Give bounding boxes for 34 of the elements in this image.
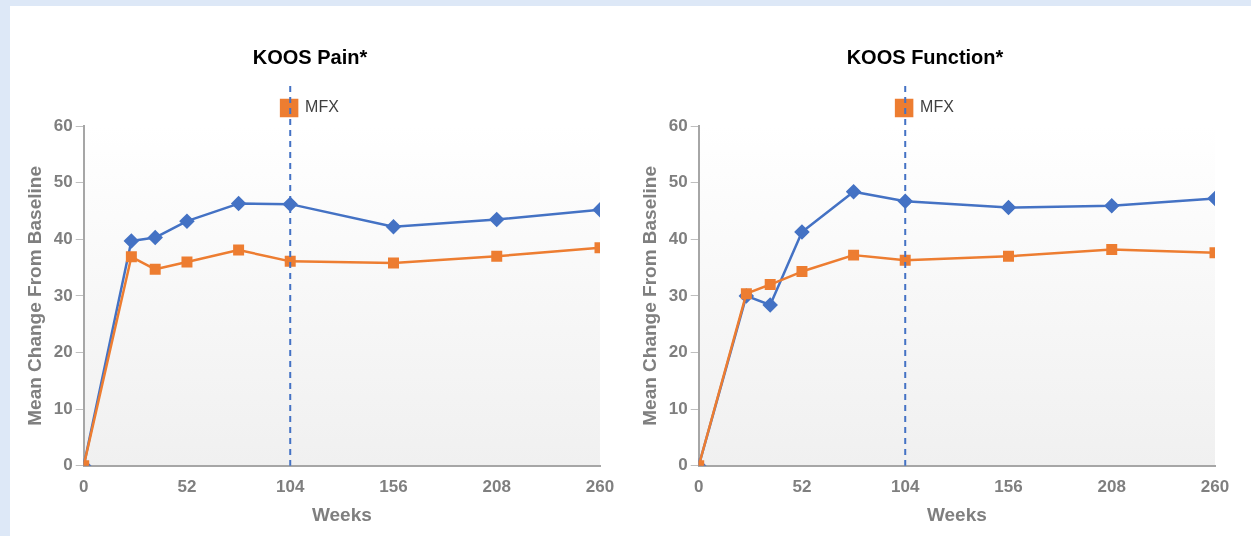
x-tick-label: 52 — [792, 476, 812, 496]
y-tick-label: 20 — [53, 342, 73, 362]
legend-label: MFX — [920, 98, 955, 116]
x-tick-label: 208 — [1097, 476, 1126, 496]
y-tick-label: 10 — [53, 398, 73, 418]
x-tick-label: 104 — [891, 476, 920, 496]
x-tick-label: 156 — [994, 476, 1023, 496]
y-tick-label: 0 — [63, 455, 73, 475]
y-tick-label: 50 — [53, 172, 73, 192]
y-tick-label: 60 — [668, 115, 688, 135]
y-axis-title: Mean Change From Baseline — [638, 166, 660, 426]
y-tick-label: 30 — [668, 285, 688, 305]
y-tick-label: 50 — [668, 172, 688, 192]
y-axis-title: Mean Change From Baseline — [23, 166, 45, 426]
y-tick-label: 60 — [53, 115, 73, 135]
x-tick-label: 260 — [1200, 476, 1230, 496]
x-tick-label: 260 — [585, 476, 615, 496]
chart-title: KOOS Pain* — [252, 45, 368, 68]
x-tick-label: 0 — [693, 476, 704, 496]
legend-label: MFX — [305, 98, 340, 116]
x-axis-title: Weeks — [926, 503, 987, 525]
x-tick-label: 208 — [482, 476, 511, 496]
chart-title: KOOS Function* — [846, 45, 1004, 68]
x-tick-label: 52 — [177, 476, 197, 496]
x-tick-label: 104 — [276, 476, 305, 496]
x-tick-label: 156 — [379, 476, 408, 496]
x-axis-title: Weeks — [311, 503, 372, 525]
y-tick-label: 40 — [668, 228, 688, 248]
y-tick-label: 0 — [678, 455, 688, 475]
y-tick-label: 20 — [668, 342, 688, 362]
x-tick-label: 0 — [78, 476, 89, 496]
y-tick-label: 40 — [53, 228, 73, 248]
y-tick-label: 10 — [668, 398, 688, 418]
y-tick-label: 30 — [53, 285, 73, 305]
